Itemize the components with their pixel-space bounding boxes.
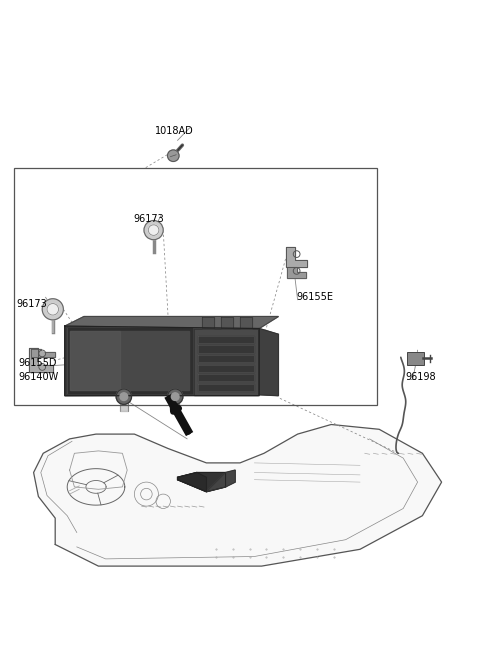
Polygon shape — [31, 349, 55, 357]
Polygon shape — [171, 397, 179, 411]
Circle shape — [40, 365, 44, 369]
Text: 96173: 96173 — [17, 298, 48, 309]
Circle shape — [144, 221, 163, 240]
Polygon shape — [198, 355, 254, 362]
Text: 96155E: 96155E — [297, 292, 334, 302]
Text: 96173: 96173 — [133, 214, 164, 224]
Polygon shape — [198, 336, 254, 343]
Circle shape — [148, 225, 159, 235]
Polygon shape — [206, 470, 235, 491]
Circle shape — [120, 393, 128, 401]
Polygon shape — [70, 331, 120, 390]
Circle shape — [168, 150, 179, 162]
Polygon shape — [286, 247, 307, 267]
FancyBboxPatch shape — [407, 352, 424, 365]
Text: 96155D: 96155D — [18, 358, 57, 368]
Polygon shape — [178, 472, 226, 491]
Circle shape — [116, 389, 132, 404]
Polygon shape — [287, 267, 306, 278]
Polygon shape — [120, 397, 128, 411]
Polygon shape — [198, 384, 254, 391]
Circle shape — [168, 389, 183, 404]
Circle shape — [40, 351, 44, 355]
Polygon shape — [194, 328, 258, 395]
Polygon shape — [259, 328, 278, 396]
Polygon shape — [240, 317, 252, 328]
Polygon shape — [202, 317, 214, 328]
Polygon shape — [178, 472, 206, 491]
Polygon shape — [198, 365, 254, 372]
Polygon shape — [29, 348, 53, 372]
Polygon shape — [65, 326, 259, 396]
Polygon shape — [67, 328, 192, 394]
Polygon shape — [65, 317, 278, 328]
Text: 96198: 96198 — [406, 371, 436, 382]
Polygon shape — [198, 374, 254, 381]
Circle shape — [47, 304, 59, 315]
Circle shape — [171, 393, 179, 401]
Text: 1018AD: 1018AD — [155, 126, 193, 136]
Circle shape — [42, 299, 63, 320]
Polygon shape — [34, 424, 442, 566]
Polygon shape — [221, 317, 233, 328]
Text: 96140W: 96140W — [18, 371, 59, 382]
Bar — [14, 168, 377, 405]
Polygon shape — [198, 346, 254, 353]
Polygon shape — [70, 331, 189, 390]
